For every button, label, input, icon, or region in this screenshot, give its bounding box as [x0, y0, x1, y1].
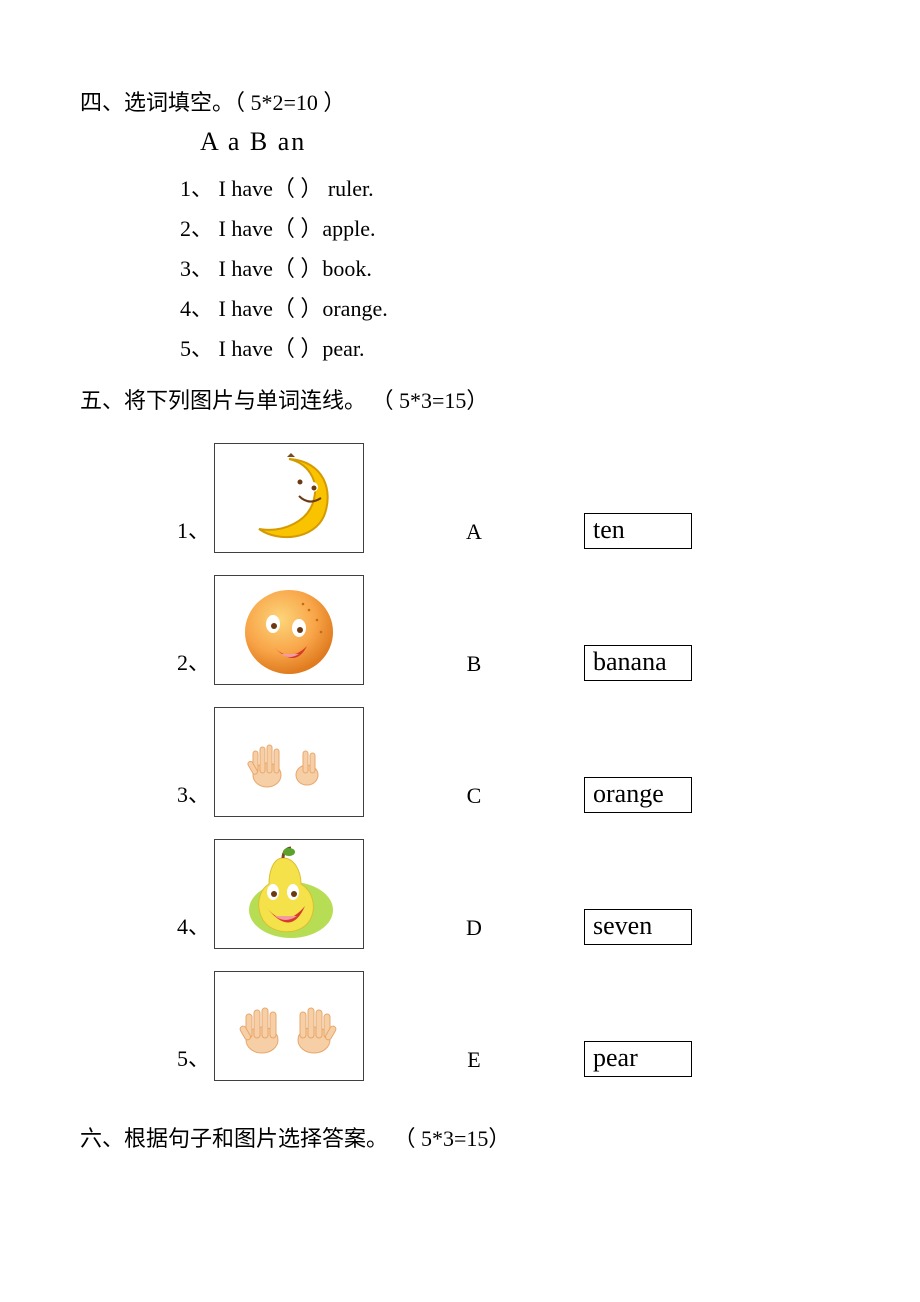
- pear-icon: [229, 844, 349, 944]
- image-orange: [214, 575, 364, 685]
- match-num-4: 4、: [160, 909, 214, 949]
- banana-icon: [229, 451, 349, 546]
- section6-title: 六、根据句子和图片选择答案。 （ 5*3=15）: [80, 1121, 840, 1153]
- match-num-5: 5、: [160, 1041, 214, 1081]
- match-letter-B: B: [364, 651, 584, 685]
- match-num-1: 1、: [160, 513, 214, 553]
- match-letter-D: D: [364, 915, 584, 949]
- seven-hands-icon: [229, 727, 349, 797]
- match-row-4: 4、 D seven: [160, 821, 840, 949]
- match-num-3: 3、: [160, 777, 214, 817]
- word-orange: orange: [584, 777, 692, 813]
- match-block: 1、 A ten 2、: [160, 425, 840, 1081]
- worksheet-page: 四、选词填空。（ 5*2=10 ） A a B an 1、 I have（ ） …: [0, 0, 920, 1302]
- match-letter-A: A: [364, 519, 584, 553]
- section4-choices: A a B an: [200, 127, 840, 157]
- match-row-3: 3、: [160, 689, 840, 817]
- match-row-1: 1、 A ten: [160, 425, 840, 553]
- section4-q2: 2、 I have（ ）apple.: [180, 209, 840, 249]
- orange-icon: [229, 580, 349, 680]
- match-letter-E: E: [364, 1047, 584, 1081]
- section4-q3: 3、 I have（ ）book.: [180, 249, 840, 289]
- ten-hands-icon: [224, 986, 354, 1066]
- image-ten-hands: [214, 971, 364, 1081]
- word-pear: pear: [584, 1041, 692, 1077]
- match-row-2: 2、: [160, 557, 840, 685]
- section4-title: 四、选词填空。（ 5*2=10 ）: [80, 85, 840, 117]
- section5-title: 五、将下列图片与单词连线。 （ 5*3=15）: [80, 383, 840, 415]
- word-banana: banana: [584, 645, 692, 681]
- section4-q1: 1、 I have（ ） ruler.: [180, 169, 840, 209]
- section4-q4: 4、 I have（ ）orange.: [180, 289, 840, 329]
- section4-q5: 5、 I have（ ）pear.: [180, 329, 840, 369]
- match-row-5: 5、: [160, 953, 840, 1081]
- match-letter-C: C: [364, 783, 584, 817]
- image-pear: [214, 839, 364, 949]
- word-seven: seven: [584, 909, 692, 945]
- image-seven-hands: [214, 707, 364, 817]
- image-banana: [214, 443, 364, 553]
- match-num-2: 2、: [160, 645, 214, 685]
- word-ten: ten: [584, 513, 692, 549]
